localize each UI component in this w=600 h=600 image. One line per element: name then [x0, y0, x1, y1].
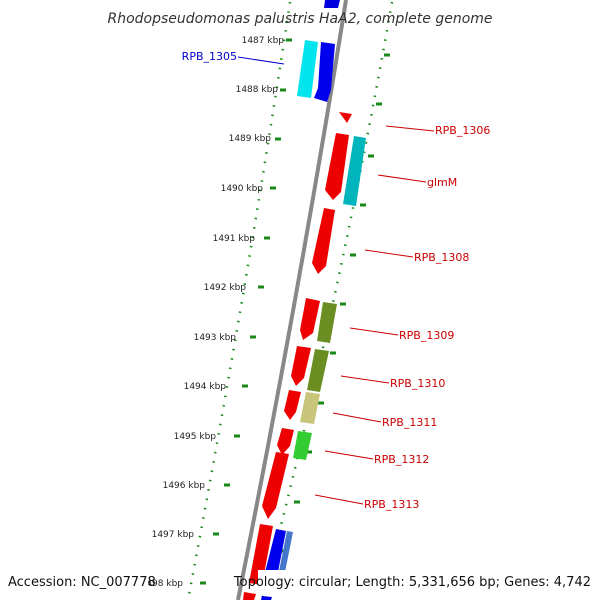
map-title: Rhodopseudomonas palustris HaA2, complet… [107, 11, 492, 27]
gene-arrow [243, 592, 256, 600]
gene-arrow [325, 133, 349, 200]
gene-label-rpb-1310: RPB_1310 [390, 377, 445, 390]
backbone-line [236, 0, 348, 600]
kbp-label: 1488 kbp [236, 85, 279, 95]
leader-line [237, 56, 285, 65]
gene-arrow [297, 40, 318, 98]
gene-arrow [339, 112, 352, 123]
leader-line [340, 375, 390, 384]
gene-arrow [277, 428, 294, 455]
leader-line [364, 249, 414, 258]
gene-arrow [324, 0, 340, 8]
gene-arrow [300, 392, 320, 424]
kbp-label: 1493 kbp [194, 333, 237, 343]
gene-arrow [343, 136, 366, 206]
kbp-label: 1490 kbp [221, 184, 264, 194]
kbp-labels: 1487 kbp 1488 kbp 1489 kbp 1490 kbp 1491… [141, 36, 285, 589]
leader-line [377, 174, 427, 183]
kbp-label: 1487 kbp [242, 36, 285, 46]
gene-label-rpb-1305: RPB_1305 [182, 50, 237, 63]
gene-arrow [312, 208, 335, 274]
outer-tick-marks [280, 53, 390, 553]
kbp-label: 1494 kbp [184, 382, 227, 392]
gene-label-rpb-1312: RPB_1312 [374, 453, 429, 466]
gene-arrow [314, 42, 335, 102]
gene-label-rpb-1311: RPB_1311 [382, 416, 437, 429]
accession-text: Accession: NC_007778 [8, 575, 156, 590]
gene-arrow [284, 390, 301, 420]
leader-line [314, 494, 364, 505]
accession-bg [4, 570, 148, 592]
gene-arrow [277, 531, 293, 582]
leader-line [349, 327, 399, 336]
gene-label-rpb-1306: RPB_1306 [435, 124, 490, 137]
kbp-label: 1491 kbp [213, 234, 256, 244]
gene-label-rpb-1308: RPB_1308 [414, 251, 469, 264]
kbp-label: 1495 kbp [174, 432, 217, 442]
leader-lines [237, 56, 435, 505]
leader-line [332, 412, 382, 423]
map-band [188, 0, 392, 600]
gene-label-rpb-1309: RPB_1309 [399, 329, 454, 342]
gene-arrow [317, 302, 337, 343]
gene-features [243, 0, 366, 600]
kbp-label: 1496 kbp [163, 481, 206, 491]
kbp-label: 1498 kbp [141, 579, 184, 589]
gene-arrow [263, 529, 286, 582]
kbp-label: 1489 kbp [229, 134, 272, 144]
gene-arrow [291, 346, 311, 386]
gene-labels: RPB_1305 RPB_1306 glmM RPB_1308 RPB_1309… [182, 50, 491, 511]
leader-line [324, 450, 374, 460]
outer-tick-ring [260, 1, 394, 600]
gene-label-rpb-1313: RPB_1313 [364, 498, 419, 511]
gene-arrow [300, 298, 320, 340]
gene-arrow [307, 349, 329, 392]
leader-line [385, 125, 435, 132]
gene-arrow [261, 596, 272, 600]
gene-arrow [249, 524, 273, 585]
gene-arrow [262, 452, 289, 519]
topology-text: Topology: circular; Length: 5,331,656 bp… [233, 575, 591, 590]
kbp-label: 1492 kbp [204, 283, 247, 293]
gene-arrow [293, 431, 312, 460]
gene-label-glmm: glmM [427, 176, 457, 189]
topology-bg [258, 570, 596, 592]
kbp-tick-marks [200, 38, 292, 585]
kbp-label: 1497 kbp [152, 530, 195, 540]
